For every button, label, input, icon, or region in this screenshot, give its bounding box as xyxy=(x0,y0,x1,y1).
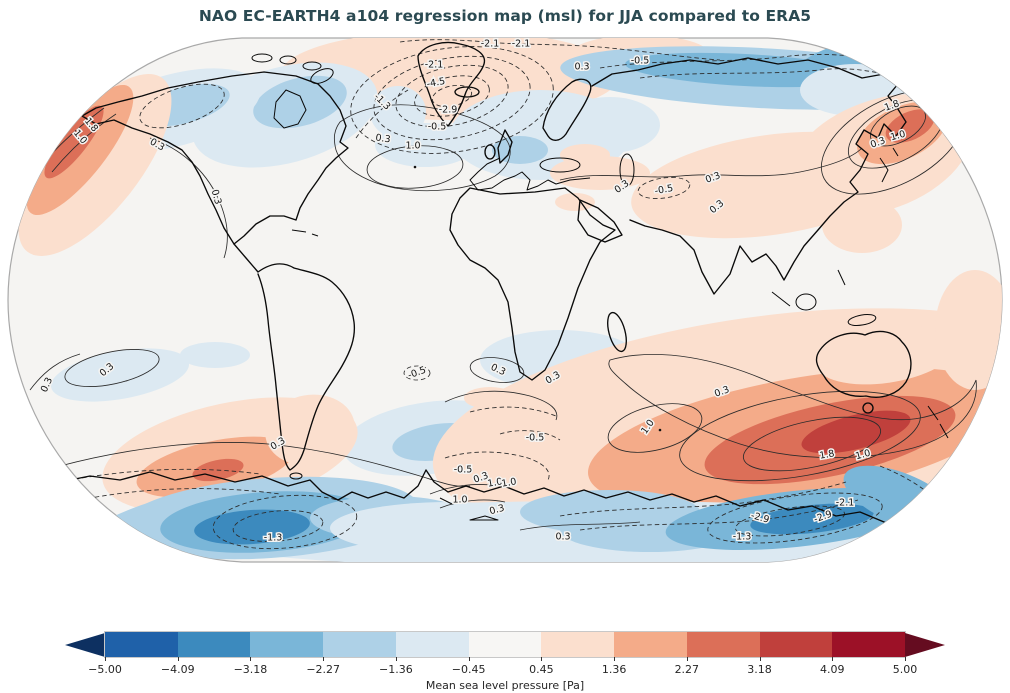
colorbar-segment xyxy=(468,632,542,657)
contour-label: 1.0 xyxy=(452,495,467,506)
contour-label: -2.1 xyxy=(512,39,531,50)
colorbar-tick-mark xyxy=(541,657,543,661)
colorbar-tick-mark xyxy=(759,657,761,661)
colorbar-tick-label: −1.36 xyxy=(379,663,413,676)
colorbar-segment xyxy=(759,632,833,657)
colorbar-tick-mark xyxy=(395,657,397,661)
colorbar-tick-mark xyxy=(686,657,688,661)
contour-lines xyxy=(29,39,987,550)
contour-label: -2.1 xyxy=(481,39,500,50)
colorbar-tick-label: 2.27 xyxy=(674,663,700,676)
colorbar-under-arrow xyxy=(65,632,105,657)
contour-label: -0.5 xyxy=(654,183,674,197)
colorbar-segments xyxy=(104,631,906,658)
colorbar-segment xyxy=(323,632,396,657)
contour-label: -0.5 xyxy=(454,465,473,476)
colorbar-tick-label: −2.27 xyxy=(306,663,341,676)
contour-label: -4.5 xyxy=(426,76,446,90)
colorbar-segment xyxy=(614,632,687,657)
contour-label: 1.0 xyxy=(487,476,504,489)
colorbar-tick-label: −3.18 xyxy=(233,663,268,676)
colorbar-tick-mark xyxy=(905,657,906,661)
contour-label: 0.3 xyxy=(981,464,1000,482)
anomaly-fills xyxy=(18,38,1002,562)
colorbar-tick-mark xyxy=(614,657,616,661)
colorbar-axis-label: Mean sea level pressure [Pa] xyxy=(425,679,585,692)
contour-label: 1.0 xyxy=(405,141,420,152)
colorbar-tick-label: 4.09 xyxy=(820,663,845,676)
contour-label: -1.3 xyxy=(733,532,752,543)
colorbar-tick-label: −4.09 xyxy=(160,663,195,676)
colorbar-tick-mark xyxy=(250,657,252,661)
contour-label: -0.5 xyxy=(631,56,650,67)
contour-label: 0.3 xyxy=(375,133,391,146)
contour-label: 1.0 xyxy=(501,476,518,489)
colorbar-segment xyxy=(250,632,324,657)
colorbar-over-arrow xyxy=(905,632,945,657)
colorbar-segment xyxy=(105,632,178,657)
contour-label: -0.5 xyxy=(526,433,545,444)
colorbar-segment xyxy=(177,632,251,657)
contour-label: 0.3 xyxy=(574,62,589,73)
colorbar-tick-label: −0.45 xyxy=(451,663,486,676)
colorbar-tick-label: −5.00 xyxy=(88,663,122,676)
regression-map: -2.1 -2.1 -2.1-2.1-4.5-2.9-1.3-0.50.31.00.… xyxy=(7,37,1008,563)
contour-label: 0.3 xyxy=(555,532,570,543)
contour-label: 1.0 xyxy=(981,122,999,141)
colorbar-tick-label: 1.36 xyxy=(601,663,627,676)
contour-label: -2.1 xyxy=(836,498,855,509)
colorbar-tick-label: 5.00 xyxy=(892,663,918,676)
contour-label: 1.8 xyxy=(819,448,836,461)
colorbar-tick-mark xyxy=(832,657,834,661)
contour-label: 0.3 xyxy=(963,137,981,156)
colorbar-tick-mark xyxy=(323,657,325,661)
figure-title: NAO EC-EARTH4 a104 regression map (msl) … xyxy=(198,7,812,25)
coastlines xyxy=(59,41,949,527)
colorbar-segment xyxy=(541,632,615,657)
contour-label: -0.5 xyxy=(428,122,447,133)
colorbar-tick-mark xyxy=(468,657,470,661)
colorbar-segment xyxy=(686,632,760,657)
colorbar-tick-mark xyxy=(177,657,179,661)
contour-label: -2.1 xyxy=(425,60,444,71)
colorbar: −5.00 −4.09 −3.18 −2.27 −1.36 −0.45 0.45 1.36 2.… xyxy=(65,631,945,692)
colorbar-segment xyxy=(832,632,906,657)
contour-label: 1.8 xyxy=(976,95,994,114)
colorbar-tick-label: 3.18 xyxy=(747,663,772,676)
contour-label: -1.3 xyxy=(264,533,283,544)
colorbar-row xyxy=(65,631,945,658)
colorbar-segment xyxy=(395,632,469,657)
colorbar-tick-label: 0.45 xyxy=(529,663,554,676)
contour-label: -2.9 xyxy=(439,105,458,116)
contour-label: -2.1 xyxy=(989,39,1008,50)
colorbar-tick-mark xyxy=(105,657,106,661)
